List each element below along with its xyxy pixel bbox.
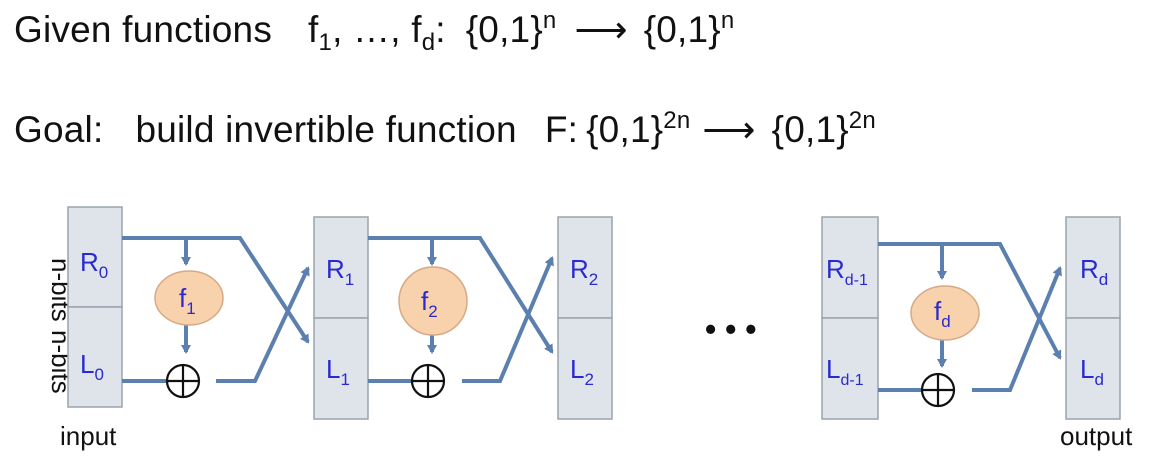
l0-label: L0	[80, 349, 104, 384]
block-stage-d-1	[821, 216, 879, 420]
given-line: Given functions f1, …, fd: {0,1}n ⟶ {0,1}n	[14, 7, 735, 56]
ellipsis: • • •	[705, 311, 756, 347]
rd-1-block	[821, 216, 879, 319]
given-arrow: ⟶	[574, 9, 628, 50]
input-label: input	[60, 421, 117, 451]
r0-block	[67, 206, 123, 308]
l2-block	[557, 317, 613, 420]
l0-block	[67, 306, 123, 408]
block-stage-0	[67, 206, 123, 408]
colon: :	[435, 9, 446, 50]
l1-block	[313, 317, 369, 420]
fd-symbol: fd	[411, 9, 436, 56]
ld-block	[1065, 317, 1121, 420]
f1-function: f1	[154, 270, 224, 326]
goal-label: Goal:	[14, 109, 104, 150]
f1-label: f1	[179, 283, 196, 318]
xor-node-2	[410, 363, 446, 399]
ld-1-label: Ld-1	[826, 354, 864, 389]
rd-1-label: Rd-1	[826, 254, 868, 289]
given-domain: {0,1}n	[465, 7, 557, 51]
block-stage-2	[557, 216, 613, 420]
separator: , …,	[332, 9, 412, 50]
F-label: F:	[544, 109, 579, 150]
r2-label: R2	[570, 254, 598, 289]
round-d-wires	[878, 242, 1062, 392]
l1-label: L1	[326, 354, 350, 389]
ld-label: Ld	[1080, 354, 1104, 389]
block-stage-1	[313, 216, 369, 420]
f1-symbol: f1	[308, 9, 333, 56]
goal-text: build invertible function	[135, 109, 517, 150]
rd-label: Rd	[1080, 254, 1108, 289]
goal-domain: {0,1}2n	[586, 107, 691, 151]
round-2-wires	[368, 236, 554, 383]
given-range: {0,1}n	[643, 7, 735, 51]
output-label: output	[1060, 421, 1133, 451]
l2-label: L2	[570, 354, 594, 389]
goal-range: {0,1}2n	[771, 107, 876, 151]
r1-label: R1	[326, 254, 354, 289]
r2-block	[557, 216, 613, 319]
r0-label: R0	[80, 247, 108, 282]
fd-function: fd	[910, 285, 980, 341]
block-stage-d	[1065, 216, 1121, 420]
xor-node-1	[165, 363, 201, 399]
fd-label: fd	[934, 296, 951, 331]
round-1-wires	[122, 236, 310, 383]
goal-arrow: ⟶	[702, 109, 756, 150]
xor-node-d	[920, 372, 956, 408]
f2-label: f2	[421, 286, 438, 321]
rd-block	[1065, 216, 1121, 319]
ld-1-block	[821, 317, 879, 420]
goal-line: Goal: build invertible function F: {0,1}2n ⟶…	[14, 108, 876, 151]
f2-function: f2	[398, 266, 468, 336]
r1-block	[313, 216, 369, 319]
given-label: Given functions	[14, 9, 273, 50]
